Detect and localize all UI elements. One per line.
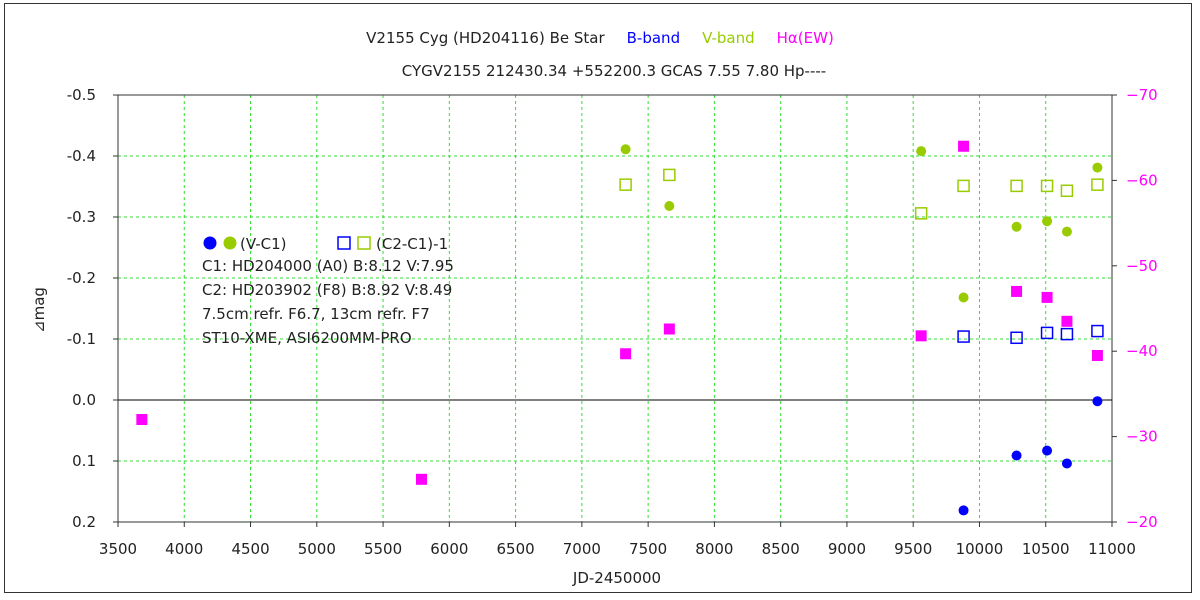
chart-subtitle: CYGV2155 212430.34 +552200.3 GCAS 7.55 7… (402, 62, 826, 80)
data-point (1041, 291, 1053, 303)
y-tick-labels: -0.5 -0.4 -0.3 -0.2 -0.1 0.0 0.1 0.2 (67, 86, 118, 531)
y2-tick-label: −30 (1126, 428, 1158, 446)
data-point (958, 505, 969, 516)
chart-border (4, 3, 1192, 593)
data-point (958, 140, 970, 152)
data-point (1091, 178, 1104, 191)
y2-tick-label: −70 (1126, 86, 1158, 104)
data-point (957, 330, 970, 343)
x-tick-label: 8000 (695, 540, 733, 558)
data-point (1011, 285, 1023, 297)
legend-info-line: C2: HD203902 (F8) B:8.92 V:8.49 (202, 281, 452, 299)
data-point (664, 201, 675, 212)
legend-marker-b-circle (203, 236, 217, 250)
data-point (1092, 396, 1103, 407)
x-tick-label: 9500 (894, 540, 932, 558)
title-text: V2155 Cyg (HD204116) Be Star B-band V-band… (366, 29, 834, 47)
y-tick-label: -0.3 (67, 208, 96, 226)
data-point (958, 292, 969, 303)
y2-tick-label: −20 (1126, 513, 1158, 531)
y-tick-label: 0.0 (72, 391, 96, 409)
data-point (1091, 349, 1103, 361)
data-point (957, 179, 970, 193)
data-points (136, 140, 1104, 516)
y-tick-label: -0.4 (67, 147, 96, 165)
title-part: Hα(EW) (777, 29, 834, 47)
data-point (1060, 184, 1074, 198)
title-part: V2155 Cyg (HD204116) Be Star (366, 29, 605, 47)
data-point (914, 207, 928, 220)
y2-tick-label: −60 (1126, 171, 1158, 189)
y-tick-label: 0.1 (72, 452, 96, 470)
legend-label-c2c1: (C2-C1)-1 (376, 235, 448, 253)
data-point (619, 178, 632, 191)
x-tick-label: 4000 (165, 540, 203, 558)
y-tick-label: 0.2 (72, 513, 96, 531)
data-point (620, 144, 631, 155)
y-axis-label: ⊿mag (30, 287, 48, 333)
x-tick-label: 5500 (364, 540, 402, 558)
y2-tick-label: −40 (1126, 342, 1158, 360)
x-tick-label: 4500 (231, 540, 269, 558)
legend-info-line: C1: HD204000 (A0) B:8.12 V:7.95 (202, 257, 454, 275)
axes (117, 94, 1113, 523)
y-tick-label: -0.1 (67, 330, 96, 348)
y2-tick-label: −50 (1126, 257, 1158, 275)
legend-marker-v-square (357, 236, 371, 250)
x-tick-label: 5000 (298, 540, 336, 558)
data-point (663, 168, 676, 182)
data-point (915, 330, 927, 342)
data-point (916, 146, 927, 157)
x-tick-label: 8500 (762, 540, 800, 558)
title-part: B-band (627, 29, 680, 47)
x-tick-label: 10000 (956, 540, 1004, 558)
x-tick-label: 10500 (1022, 540, 1070, 558)
data-point (1042, 216, 1053, 227)
plot-area-border (117, 94, 1113, 523)
y2-tick-labels: −70 −60 −50 −40 −30 −20 (1112, 86, 1158, 531)
x-tick-label: 6000 (430, 540, 468, 558)
legend-label-vc1: (V-C1) (240, 235, 287, 253)
data-point (1040, 179, 1054, 193)
x-tick-label: 7000 (563, 540, 601, 558)
title-part: V-band (702, 29, 755, 47)
data-point (1061, 458, 1072, 469)
x-tick-label: 11000 (1088, 540, 1136, 558)
x-axis-label: JD-2450000 (572, 569, 661, 587)
data-point (1061, 315, 1073, 327)
data-point (1011, 450, 1022, 461)
data-point (1010, 331, 1023, 345)
data-point (1060, 327, 1074, 341)
y-tick-label: -0.2 (67, 269, 96, 287)
data-point (1010, 179, 1023, 193)
x-tick-label: 9000 (828, 540, 866, 558)
data-point (416, 473, 428, 485)
data-point (1092, 162, 1103, 173)
legend-info-line: ST10-XME, ASI6200MM-PRO (202, 329, 412, 347)
legend-marker-b-square (337, 236, 351, 250)
x-tick-label: 7500 (629, 540, 667, 558)
data-point (663, 323, 675, 335)
x-tick-label: 3500 (99, 540, 137, 558)
y-tick-label: -0.5 (67, 86, 96, 104)
legend-marker-v-circle (223, 236, 237, 250)
data-point (136, 414, 148, 426)
data-point (1042, 445, 1053, 456)
x-tick-label: 6500 (497, 540, 535, 558)
data-point (620, 348, 632, 360)
legend-info-line: 7.5cm refr. F6.7, 13cm refr. F7 (202, 305, 430, 323)
x-tick-labels: 3500 4000 4500 5000 5500 6000 6500 7000 7500 8000… (99, 522, 1136, 558)
data-point (1040, 326, 1054, 340)
data-point (1091, 324, 1104, 338)
legend: (V-C1) (C2-C1)-1 C1: HD204000 (A0) B:8.12 … (202, 235, 454, 347)
chart-title: V2155 Cyg (HD204116) Be Star B-band V-band… (366, 29, 834, 47)
data-point (1011, 221, 1022, 232)
data-point (1061, 226, 1072, 237)
